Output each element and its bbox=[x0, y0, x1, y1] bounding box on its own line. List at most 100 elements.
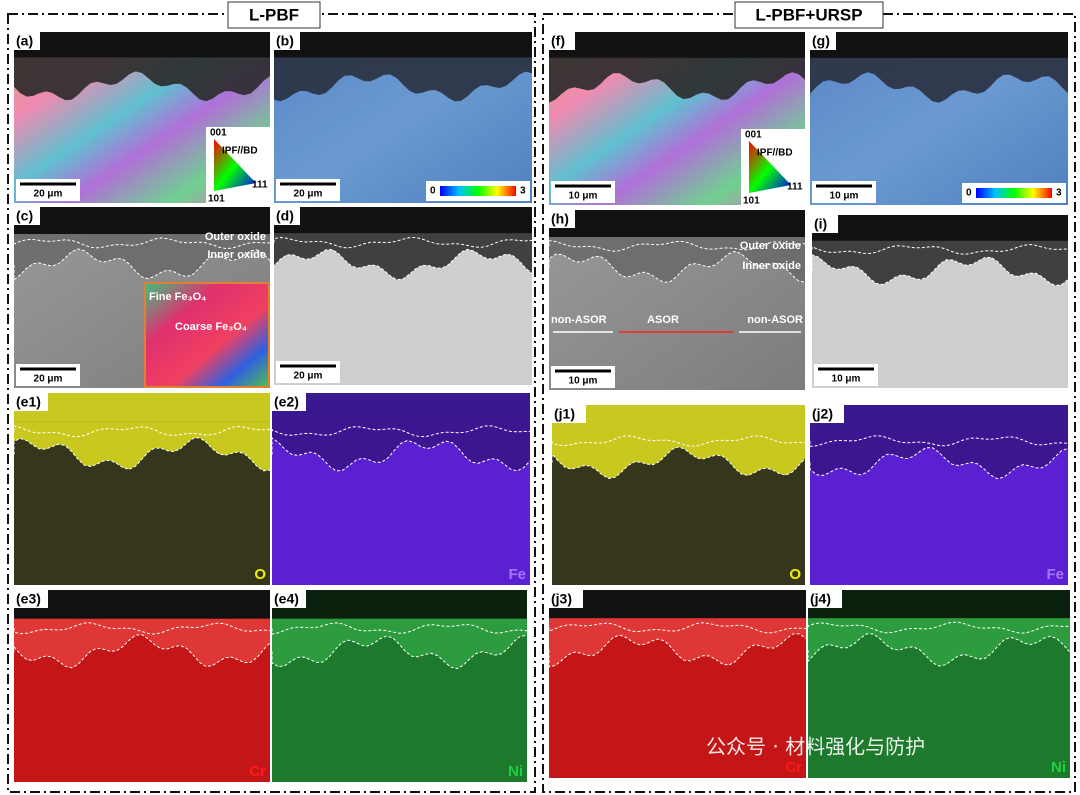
oxide-boundary bbox=[548, 622, 807, 634]
legend-corner: 101 bbox=[743, 196, 760, 207]
panel-label: (f) bbox=[551, 33, 565, 49]
panel-label: (j1) bbox=[554, 406, 575, 422]
annotation: non-ASOR bbox=[747, 314, 803, 326]
annotation: Outer oxide bbox=[740, 240, 801, 252]
oxide-layer bbox=[810, 432, 1068, 479]
oxide-boundary bbox=[273, 236, 533, 249]
element-label: O bbox=[789, 566, 801, 583]
element-label: Ni bbox=[508, 763, 523, 780]
panel-label: (i) bbox=[814, 216, 827, 232]
oxide-boundary bbox=[807, 633, 1071, 667]
legend-corner: 111 bbox=[252, 180, 268, 191]
panel: (c) 20 μm Outer oxide Inner oxide Fine Fe₃O₄… bbox=[13, 207, 271, 388]
panel: (g) 10 μm 0 3 bbox=[810, 32, 1068, 205]
panel: (f) 10 μm IPF//BD 001 101 111 bbox=[549, 32, 805, 207]
oxide-layer bbox=[14, 618, 270, 668]
oxide-layer bbox=[14, 57, 270, 102]
legend-title: IPF//BD bbox=[757, 148, 793, 159]
legend-corner: 101 bbox=[208, 194, 225, 205]
scale-bar-label: 10 μm bbox=[832, 374, 861, 385]
oxide-boundary bbox=[271, 635, 528, 670]
oxide-boundary bbox=[271, 436, 531, 472]
annotation: Inner oxide bbox=[742, 260, 801, 272]
label-box bbox=[14, 590, 48, 608]
element-label: Cr bbox=[249, 763, 266, 780]
label-box bbox=[810, 32, 836, 50]
panel-label: (d) bbox=[276, 208, 294, 224]
oxide-layer bbox=[808, 618, 1070, 667]
colorbar bbox=[976, 188, 1052, 198]
oxide-layer bbox=[274, 57, 532, 102]
label-box bbox=[812, 215, 838, 233]
surface-region bbox=[14, 207, 270, 235]
surface-region bbox=[272, 393, 530, 422]
surface-region bbox=[552, 405, 805, 432]
watermark: 公众号 · 材料强化与防护 bbox=[706, 735, 925, 759]
element-label: Fe bbox=[508, 566, 526, 583]
inset bbox=[144, 282, 270, 388]
panel-label: (j4) bbox=[810, 591, 831, 607]
label-box bbox=[274, 32, 300, 50]
panel-label: (j2) bbox=[812, 406, 833, 422]
panel-label: (e4) bbox=[274, 591, 299, 607]
surface-region bbox=[549, 32, 805, 58]
oxide-boundary bbox=[548, 633, 807, 668]
scale-bar-label: 20 μm bbox=[294, 189, 323, 200]
oxide-layer bbox=[272, 421, 530, 471]
header-box bbox=[734, 1, 884, 29]
panel-label: (c) bbox=[16, 208, 33, 224]
annotation: Inner oxide bbox=[207, 249, 266, 261]
colorbar-label: 0 bbox=[966, 188, 972, 199]
legend-corner: 111 bbox=[787, 182, 803, 193]
surface-region bbox=[14, 32, 270, 58]
oxide-boundary bbox=[271, 425, 531, 438]
label-box bbox=[274, 207, 300, 225]
oxide-boundary bbox=[13, 622, 271, 635]
panel: (b) 20 μm 0 3 bbox=[274, 32, 532, 203]
surface-region bbox=[810, 405, 1068, 432]
oxide-boundary bbox=[271, 622, 528, 635]
panel: (a) 20 μm IPF//BD 001 101 111 bbox=[14, 32, 270, 205]
legend-corner: 001 bbox=[745, 130, 762, 141]
oxide-boundary bbox=[548, 250, 806, 283]
element-label: Fe bbox=[1046, 566, 1064, 583]
panel-label: (b) bbox=[276, 33, 294, 49]
element-label: Cr bbox=[785, 759, 802, 776]
label-box bbox=[808, 590, 842, 608]
panel: (j1) O bbox=[551, 405, 806, 585]
scale-bar-label: 20 μm bbox=[34, 374, 63, 385]
panel: (e4) Ni bbox=[271, 590, 528, 782]
label-box bbox=[14, 393, 48, 411]
panel-label: (e3) bbox=[16, 591, 41, 607]
oxide-layer bbox=[272, 618, 527, 669]
colorbar-label: 0 bbox=[430, 186, 436, 197]
label-box bbox=[272, 393, 306, 411]
panel: (h) 10 μm Outer oxide Inner oxide non-ASOR AS… bbox=[548, 210, 806, 390]
inset-label: Fine Fe₃O₄ bbox=[149, 291, 206, 303]
oxide-boundary bbox=[811, 243, 1069, 255]
scale-bar-label: 10 μm bbox=[569, 376, 598, 387]
panel: (i) 10 μm bbox=[811, 215, 1069, 388]
oxide-layer bbox=[549, 57, 805, 103]
colorbar bbox=[440, 186, 516, 196]
annotation: non-ASOR bbox=[551, 314, 607, 326]
surface-region bbox=[808, 590, 1070, 619]
panel-label: (e1) bbox=[16, 394, 41, 410]
colorbar-label: 3 bbox=[1056, 188, 1062, 199]
panel: (e1) O bbox=[13, 393, 271, 585]
label-box bbox=[14, 32, 40, 50]
scale-bar-label: 20 μm bbox=[294, 371, 323, 382]
oxide-layer bbox=[812, 240, 1068, 286]
legend-corner: 001 bbox=[210, 128, 227, 139]
oxide-layer bbox=[14, 234, 270, 280]
scale-bar-label: 10 μm bbox=[830, 191, 859, 202]
panel-label: (j3) bbox=[551, 591, 572, 607]
element-label: Ni bbox=[1051, 759, 1066, 776]
panel: (e3) Cr bbox=[13, 590, 271, 782]
label-box bbox=[552, 405, 586, 423]
oxide-layer bbox=[549, 618, 806, 667]
surface-region bbox=[274, 207, 532, 234]
panel: (e2) Fe bbox=[271, 393, 531, 585]
oxide-boundary bbox=[551, 435, 806, 447]
surface-region bbox=[272, 590, 527, 619]
